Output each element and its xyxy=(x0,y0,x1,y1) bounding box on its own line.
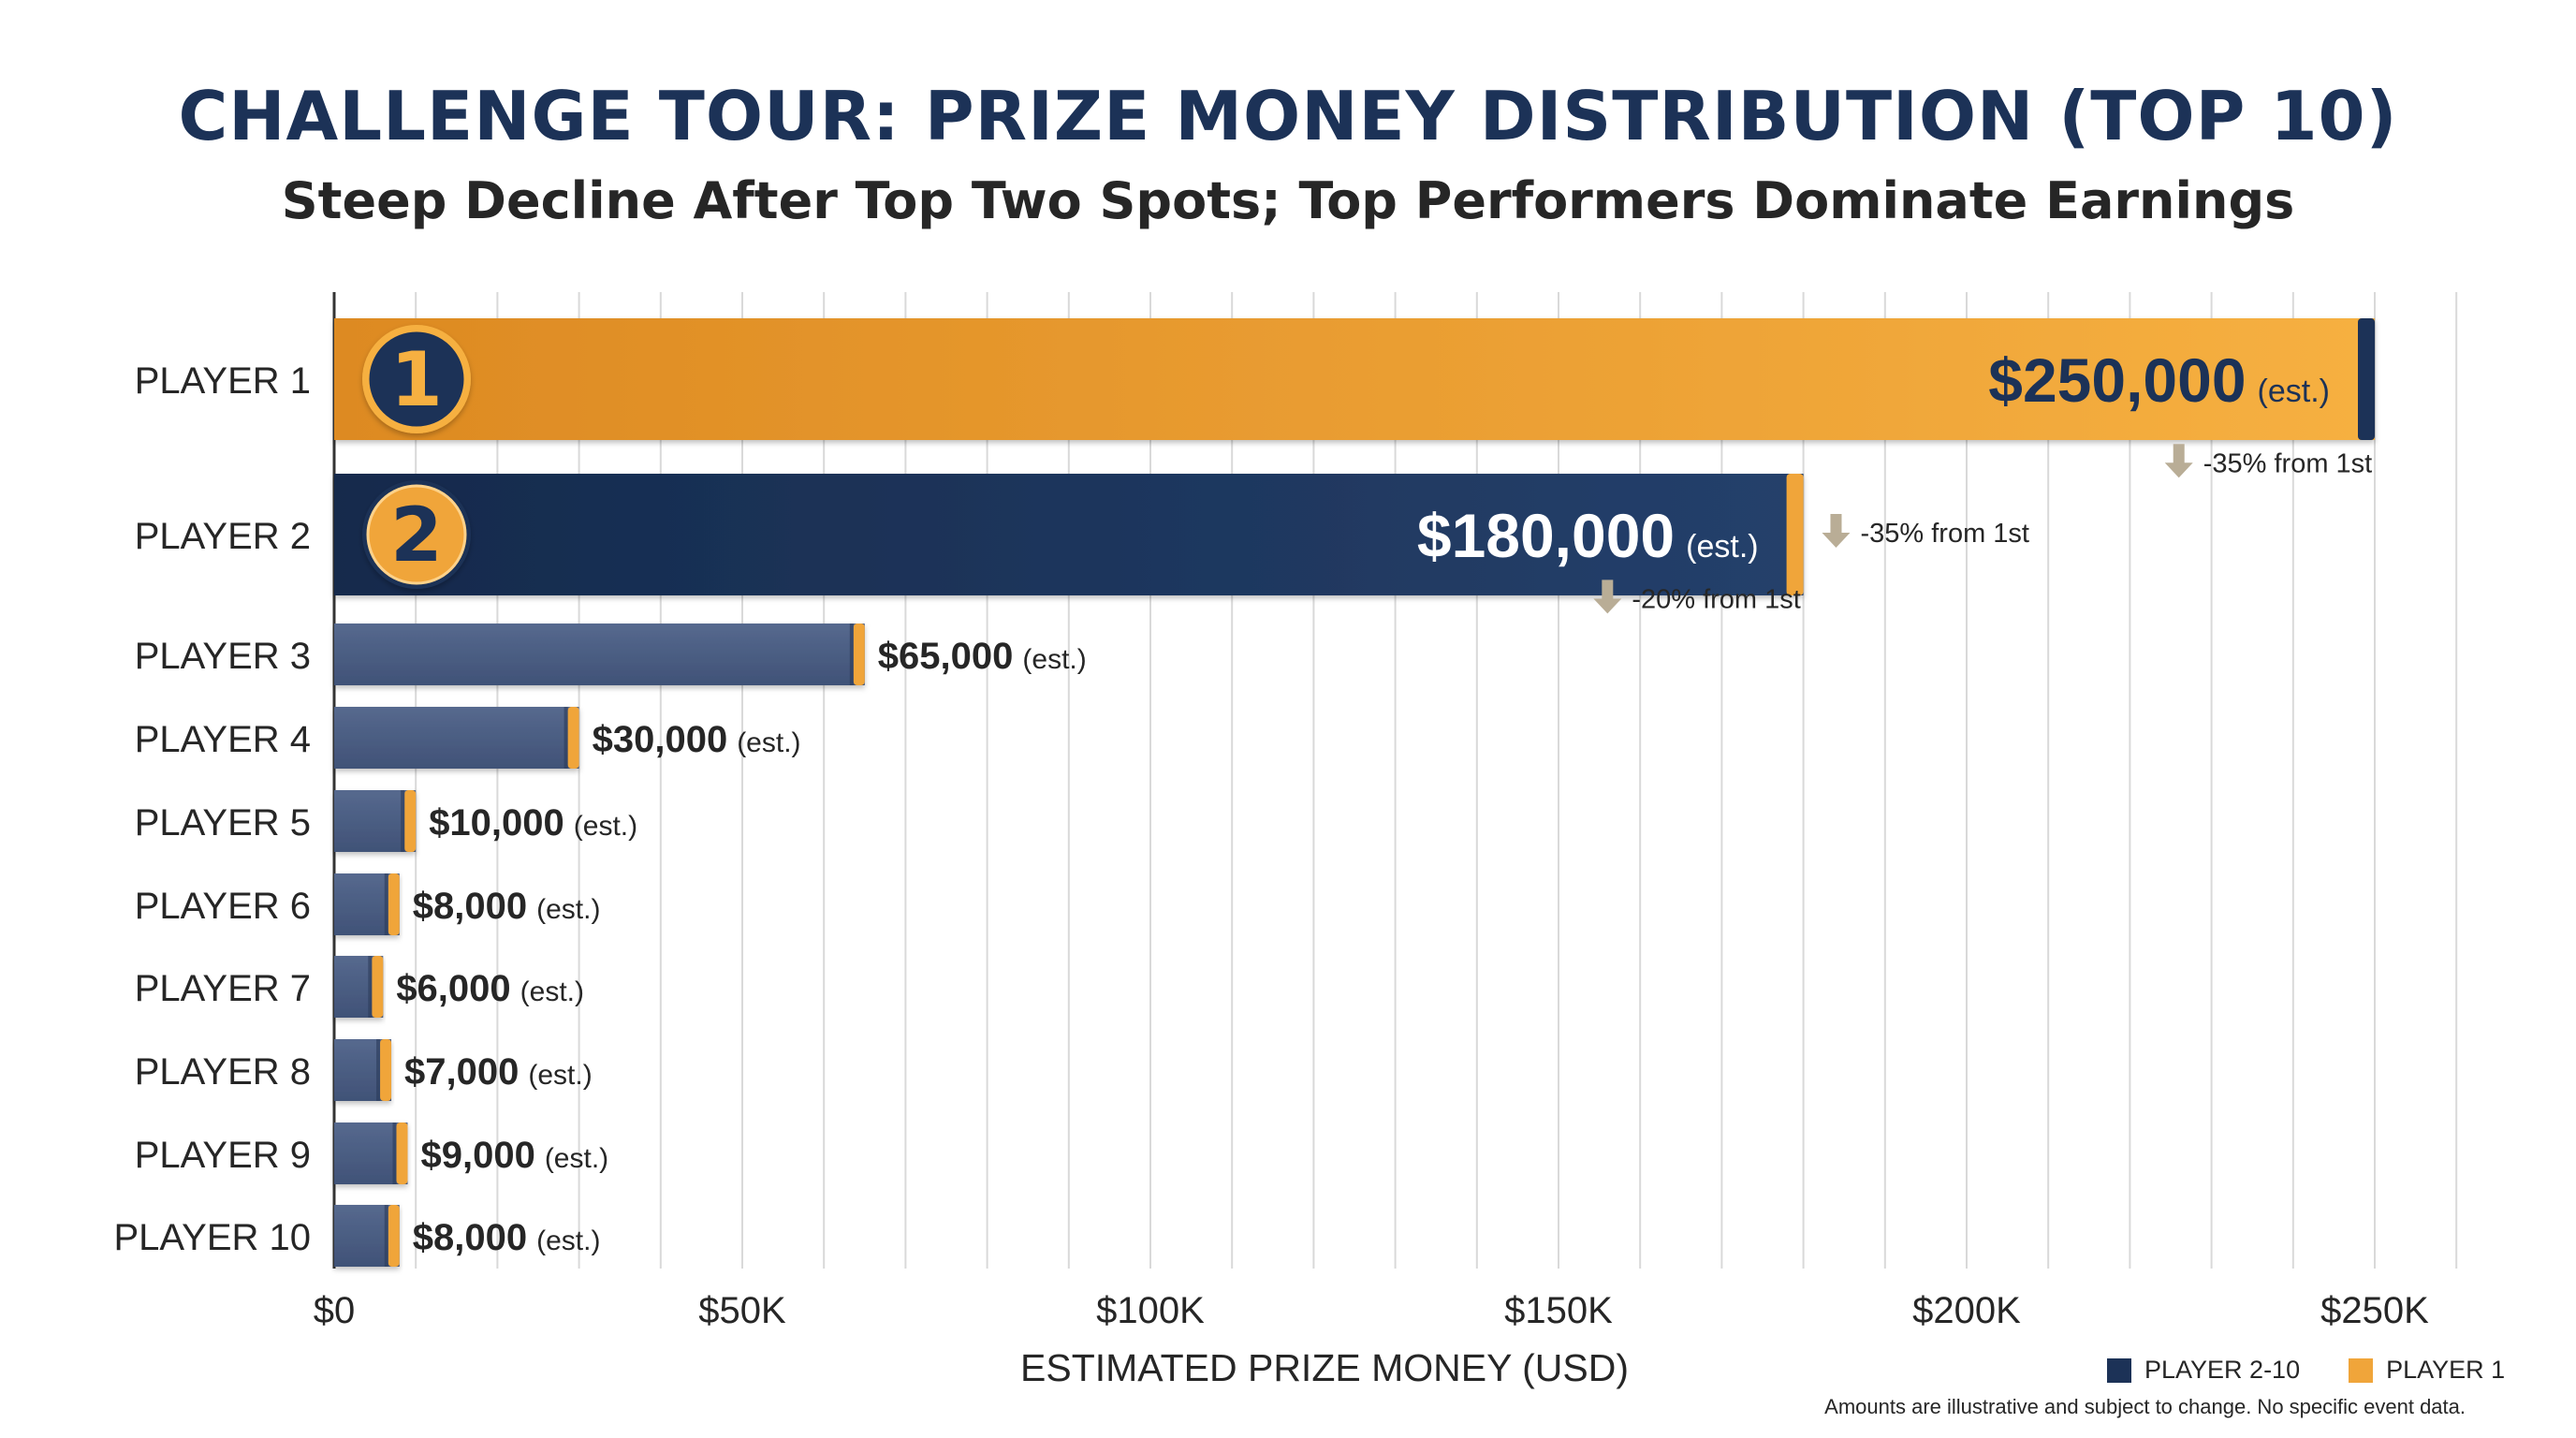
annotation: -35% from 1st xyxy=(2164,444,2373,478)
category-label: PLAYER 9 xyxy=(135,1135,311,1176)
value-label: $7,000 (est.) xyxy=(404,1051,593,1093)
bar-end-cap xyxy=(404,790,417,852)
bar xyxy=(334,624,865,685)
bar-end-cap xyxy=(372,956,384,1018)
bar-cap-shadow xyxy=(401,790,405,852)
annotations: -35% from 1st -35% from 1st -20% from 1st xyxy=(1593,444,2372,614)
value-label: $10,000 (est.) xyxy=(429,802,637,844)
x-tick-label: $200K xyxy=(1912,1290,2021,1331)
legend-swatch-player-2-10 xyxy=(2107,1357,2131,1383)
bar xyxy=(334,707,579,769)
value-label: $30,000 (est.) xyxy=(593,719,801,760)
category-label: PLAYER 5 xyxy=(135,802,311,844)
rank-badge-number: 1 xyxy=(390,336,443,423)
category-label: PLAYER 10 xyxy=(114,1217,312,1258)
bar-end-cap xyxy=(567,707,579,769)
annotation-text: -35% from 1st xyxy=(2203,448,2373,478)
bar xyxy=(334,474,1804,595)
labels: $0 $50K $100K $150K $200K $250K PLAYER 1 $250,0… xyxy=(114,325,2429,1331)
category-label: PLAYER 6 xyxy=(135,886,311,927)
value-label: $9,000 (est.) xyxy=(420,1135,608,1176)
category-label: PLAYER 3 xyxy=(135,636,311,677)
legend-label-player-1: PLAYER 1 xyxy=(2386,1356,2506,1384)
bar-end-cap xyxy=(2358,318,2375,440)
category-label: PLAYER 2 xyxy=(135,516,311,557)
bar xyxy=(334,318,2375,440)
annotation-text: -35% from 1st xyxy=(1860,519,2029,549)
value-label: $180,000 (est.) xyxy=(1417,501,1759,570)
down-arrow-icon xyxy=(1593,580,1622,614)
rank-badge-inner xyxy=(366,484,467,585)
bar-cap-shadow xyxy=(384,1205,388,1267)
legend-swatch-player-1 xyxy=(2349,1357,2374,1383)
bar-cap-shadow xyxy=(849,624,854,685)
value-label: $6,000 (est.) xyxy=(396,968,584,1009)
bar-cap-shadow xyxy=(392,1123,397,1184)
bar-end-cap xyxy=(853,624,865,685)
rank-badge-inner xyxy=(366,329,467,430)
x-tick-label: $100K xyxy=(1096,1290,1205,1331)
x-tick-label: $50K xyxy=(698,1290,786,1331)
value-label: $65,000 (est.) xyxy=(878,636,1087,677)
bar-end-cap xyxy=(380,1039,392,1101)
value-label: $8,000 (est.) xyxy=(413,1217,601,1258)
rank-badge-number: 2 xyxy=(390,492,443,579)
category-label: PLAYER 1 xyxy=(135,360,311,402)
annotation-text: -20% from 1st xyxy=(1632,584,1801,614)
bar-end-cap xyxy=(1786,474,1804,595)
x-axis-label: ESTIMATED PRIZE MONEY (USD) xyxy=(1020,1346,1629,1389)
category-label: PLAYER 4 xyxy=(135,719,311,760)
bar-cap-shadow xyxy=(368,956,373,1018)
bar-cap-shadow xyxy=(564,707,568,769)
legend-label-player-2-10: PLAYER 2-10 xyxy=(2144,1356,2301,1384)
category-label: PLAYER 8 xyxy=(135,1051,311,1093)
bars xyxy=(334,318,2375,1267)
annotation: -20% from 1st xyxy=(1593,580,1801,614)
value-label: $8,000 (est.) xyxy=(413,886,601,927)
legend: PLAYER 2-10 PLAYER 1 xyxy=(2107,1356,2505,1385)
annotation: -35% from 1st xyxy=(1822,514,2029,549)
bar-cap-shadow xyxy=(384,873,388,935)
chart-subtitle: Steep Decline After Top Two Spots; Top P… xyxy=(281,171,2295,230)
bar-cap-shadow xyxy=(376,1039,381,1101)
chart-title: CHALLENGE TOUR: PRIZE MONEY DISTRIBUTION… xyxy=(178,77,2398,155)
grid-lines xyxy=(332,292,2458,1269)
bar-end-cap xyxy=(388,873,400,935)
bar-end-cap xyxy=(396,1123,408,1184)
x-tick-label: $250K xyxy=(2320,1290,2429,1331)
x-tick-label: $150K xyxy=(1504,1290,1613,1331)
category-label: PLAYER 7 xyxy=(135,968,311,1009)
down-arrow-icon xyxy=(1822,514,1851,548)
x-tick-label: $0 xyxy=(314,1290,356,1331)
down-arrow-icon xyxy=(2164,444,2193,478)
footnote: Amounts are illustrative and subject to … xyxy=(1824,1395,2466,1418)
value-label: $250,000 (est.) xyxy=(1988,345,2330,415)
bar-end-cap xyxy=(388,1205,400,1267)
